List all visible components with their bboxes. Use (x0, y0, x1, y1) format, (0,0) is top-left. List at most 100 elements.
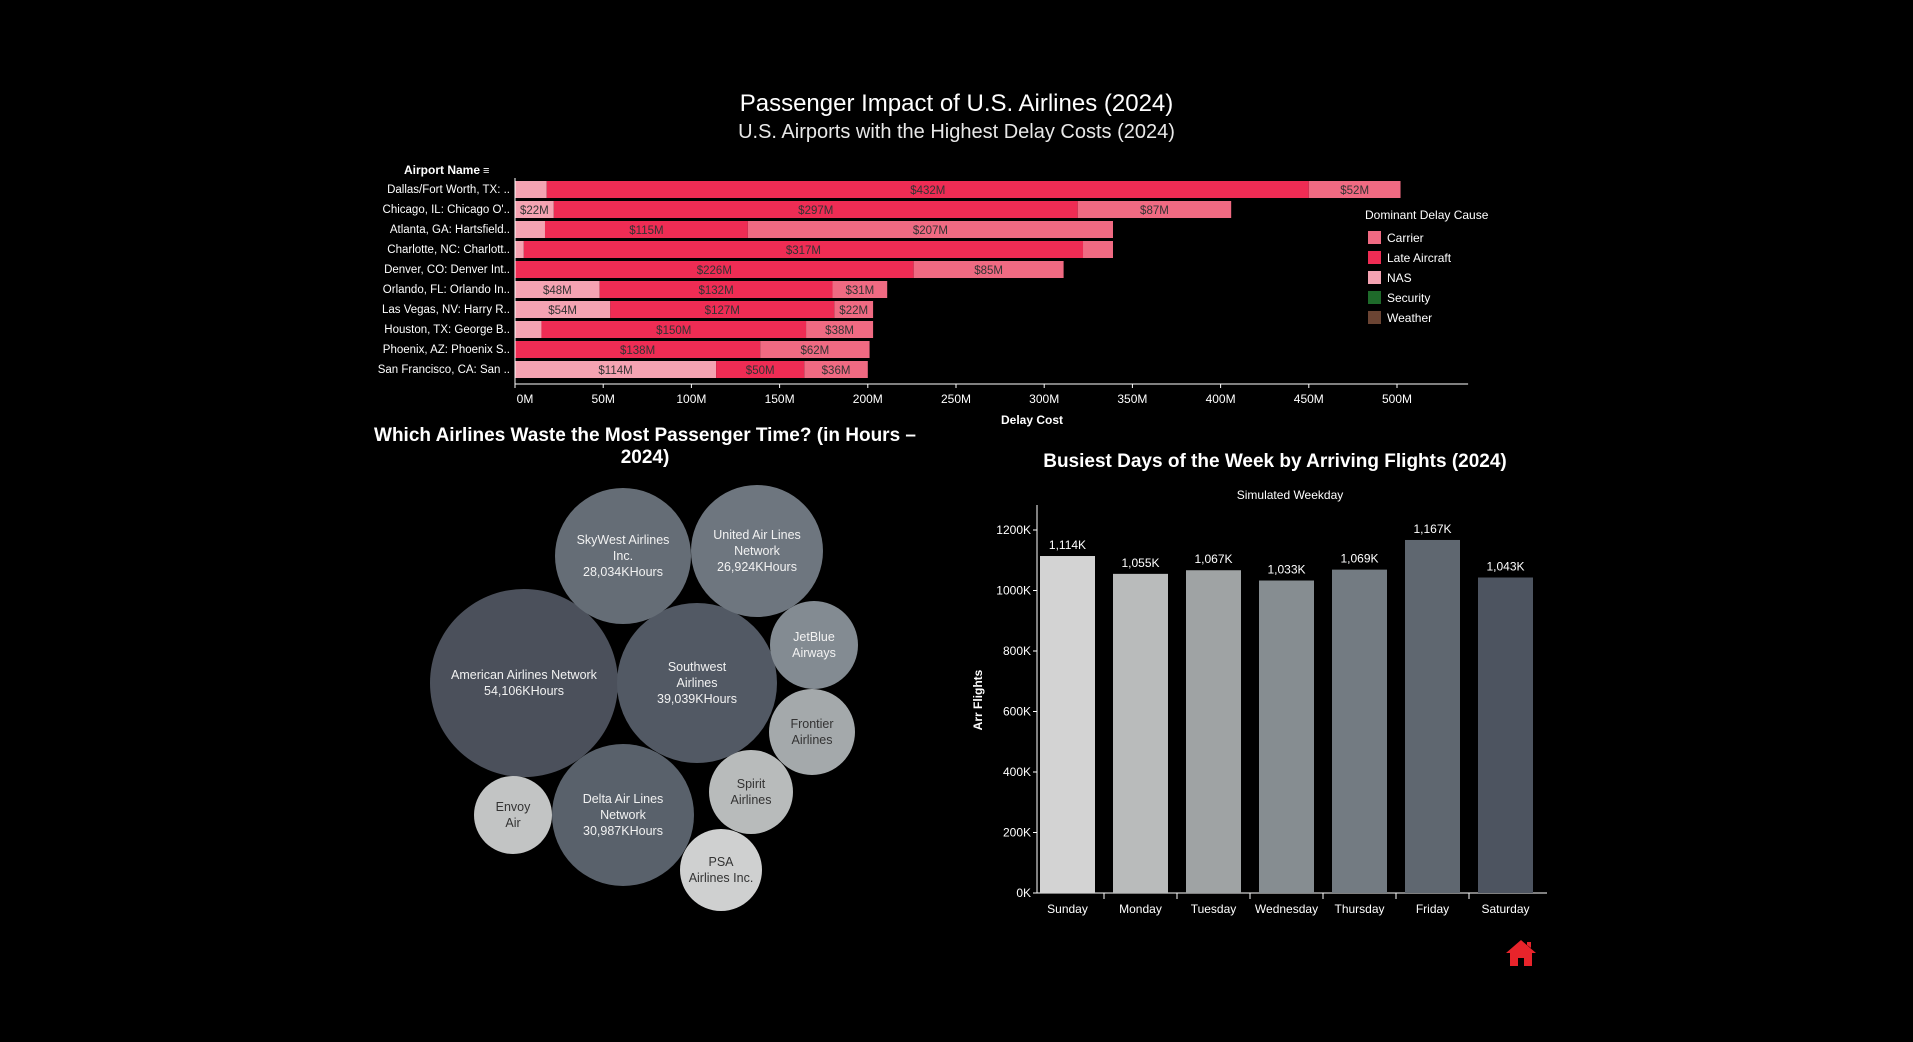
airport-label: Chicago, IL: Chicago O'.. (383, 204, 510, 216)
airline-bubble (691, 485, 823, 617)
airline-bubble (770, 601, 858, 689)
bar-data-label: $207M (913, 225, 948, 237)
bar-segment (760, 341, 870, 358)
bar-value-label: 1,167K (1413, 522, 1451, 536)
bar-segment (804, 361, 868, 378)
weekday-bar-chart: Simulated Weekday 0K 200K 400K 600K 800K 1000K… (971, 488, 1547, 916)
bar-segment (515, 241, 524, 258)
x-tick-label: 450M (1294, 392, 1324, 406)
bar-data-label: $85M (974, 265, 1003, 277)
bar-segment (1308, 181, 1401, 198)
bubble-name-label: United Air Lines (713, 528, 801, 542)
home-button[interactable] (1504, 937, 1538, 969)
day-bar (1186, 570, 1241, 893)
airline-bubble (555, 488, 691, 624)
bar-data-label: $38M (825, 325, 854, 337)
bubble-name-label: American Airlines Network (451, 668, 598, 682)
bar-value-label: 1,069K (1340, 552, 1378, 566)
airline-bubble (769, 689, 855, 775)
bubble-name-label: Frontier (790, 717, 833, 731)
x-tick-label: Wednesday (1255, 902, 1318, 916)
bar-data-label: $50M (746, 365, 775, 377)
bar-data-label: $62M (800, 345, 829, 357)
y-tick-label: 1200K (996, 523, 1031, 537)
bubble-value-label: 30,987KHours (583, 824, 663, 838)
airport-label: Charlotte, NC: Charlott.. (387, 244, 510, 256)
bar-value-label: 1,067K (1194, 552, 1232, 566)
bar-value-label: 1,114K (1049, 538, 1086, 552)
day-bar (1332, 569, 1387, 893)
airline-bubble (430, 589, 618, 777)
bar-data-label: $132M (699, 285, 734, 297)
bubble-name-label: Network (734, 544, 781, 558)
airport-label: Orlando, FL: Orlando In.. (383, 284, 510, 296)
bar-data-label: $114M (598, 365, 632, 377)
bar-segment (806, 321, 874, 338)
bar-segment (515, 181, 547, 198)
x-tick-label: 100M (676, 392, 706, 406)
airline-bubble (617, 603, 777, 763)
bar-segment (832, 281, 888, 298)
bubble-name-label: JetBlue (793, 630, 835, 644)
bubble-name-label: PSA (708, 855, 734, 869)
row-header: Airport Name (404, 163, 480, 177)
legend-title: Dominant Delay Cause (1365, 208, 1489, 222)
x-tick-label: 300M (1029, 392, 1059, 406)
bar-segment (523, 241, 1084, 258)
legend-label: Carrier (1387, 231, 1424, 245)
bar-value-label: 1,033K (1267, 563, 1305, 577)
x-tick-label: 250M (941, 392, 971, 406)
bubble-value-label: 26,924KHours (717, 560, 797, 574)
bar-data-label: $115M (629, 225, 663, 237)
airport-label: Denver, CO: Denver Int.. (384, 264, 510, 276)
bar-segment (515, 341, 761, 358)
x-tick-label: Monday (1119, 902, 1162, 916)
bar-data-label: $150M (656, 325, 691, 337)
airline-bubble (709, 750, 793, 834)
bubble-name-label: Airlines (677, 676, 718, 690)
legend-label: Security (1387, 291, 1430, 305)
main-subtitle: U.S. Airports with the Highest Delay Cos… (738, 121, 1175, 143)
chart-subtitle: Simulated Weekday (1237, 488, 1344, 502)
x-tick-label: Sunday (1047, 902, 1088, 916)
day-bar (1259, 580, 1314, 893)
airline-bubble-chart: American Airlines Network 54,106KHours Sou… (430, 485, 858, 911)
day-bar (1405, 539, 1460, 893)
x-tick-label: Saturday (1481, 902, 1529, 916)
legend-label: NAS (1387, 271, 1412, 285)
bar-data-label: $52M (1340, 185, 1369, 197)
bar-data-label: $31M (845, 285, 874, 297)
legend-label: Weather (1387, 311, 1432, 325)
delay-cost-chart: Airport Name ≡ Dallas/Fort Worth, TX: .. $4… (378, 163, 1489, 427)
bubble-name-label: Airlines Inc. (689, 871, 754, 885)
sort-icon: ≡ (483, 165, 489, 177)
x-tick-label: 200M (853, 392, 883, 406)
bar-segment (544, 221, 748, 238)
bar-segment (515, 261, 914, 278)
bar-data-label: $317M (786, 245, 821, 257)
x-tick-label: 350M (1117, 392, 1147, 406)
legend-swatch (1368, 311, 1381, 324)
bar-segment (834, 301, 874, 318)
bar-data-label: $48M (543, 285, 572, 297)
y-tick-label: 600K (1003, 705, 1031, 719)
bar-data-label: $297M (798, 205, 833, 217)
bar-segment (913, 261, 1064, 278)
bar-data-label: $22M (839, 305, 868, 317)
bubble-name-label: Spirit (737, 777, 766, 791)
bar-data-label: $54M (548, 305, 577, 317)
bar-segment (747, 221, 1113, 238)
airline-bubble (474, 776, 552, 854)
bar-segment (553, 201, 1078, 218)
day-bar (1478, 577, 1533, 893)
bar-segment (515, 221, 545, 238)
bar-value-label: 1,055K (1121, 556, 1159, 570)
bubble-name-label: Air (505, 816, 520, 830)
main-title: Passenger Impact of U.S. Airlines (2024) (739, 90, 1174, 117)
airline-bubble (552, 744, 694, 886)
bubble-name-label: Airways (792, 646, 836, 660)
airport-label: Atlanta, GA: Hartsfield.. (390, 224, 510, 236)
x-tick-label: 0M (517, 392, 534, 406)
legend-swatch (1368, 251, 1381, 264)
bar-data-label: $36M (822, 365, 851, 377)
